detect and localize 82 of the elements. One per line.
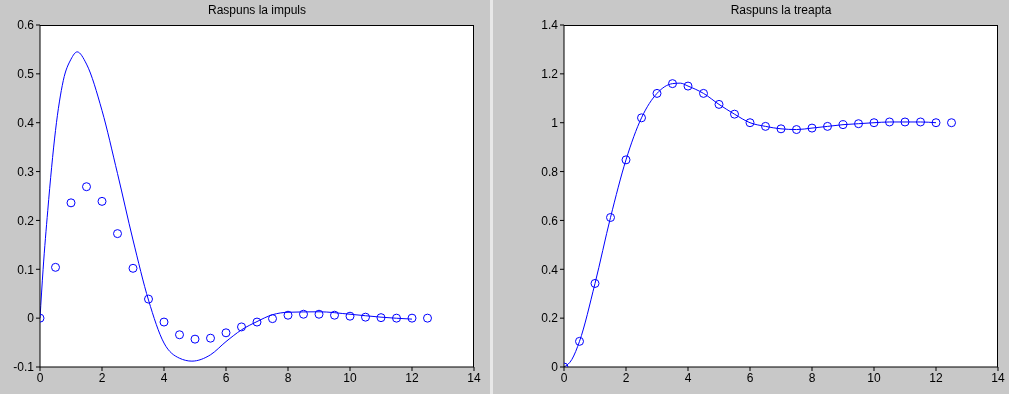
y-tick-label: 0.1 [17, 262, 35, 277]
point [823, 121, 832, 131]
point [128, 263, 138, 273]
y-tick-label: 1 [551, 115, 559, 130]
y-tick-label: 0.4 [541, 262, 559, 277]
point [792, 125, 801, 135]
point [885, 117, 894, 127]
x-tick-label: 4 [684, 370, 692, 385]
point [869, 118, 879, 128]
point [606, 213, 615, 222]
y-tick-label: 0.3 [17, 164, 35, 179]
y-tick-label: 0.4 [17, 115, 35, 130]
point [392, 313, 401, 323]
x-tick-label: 12 [929, 370, 943, 385]
point [668, 79, 677, 89]
point [82, 182, 91, 192]
point [714, 99, 724, 109]
point [683, 81, 693, 91]
point [252, 317, 262, 327]
x-tick-label: 10 [343, 370, 357, 385]
point [66, 198, 76, 208]
x-tick-label: 10 [867, 370, 881, 385]
point [900, 117, 910, 127]
x-tick-label: 2 [98, 370, 106, 385]
point [206, 333, 215, 343]
point [299, 309, 308, 319]
point [283, 310, 293, 320]
point [159, 317, 169, 327]
point [190, 334, 200, 344]
point [761, 121, 770, 131]
point [931, 118, 941, 128]
y-tick-label: 0 [27, 311, 35, 326]
point [621, 155, 631, 165]
y-tick-label: 0.6 [541, 213, 559, 228]
point [807, 123, 817, 133]
y-tick-label: -0.1 [13, 360, 35, 375]
x-tick-label: 14 [991, 370, 1005, 385]
y-tick-label: 0.8 [541, 164, 559, 179]
point [947, 118, 956, 128]
point [838, 120, 848, 130]
point [51, 262, 60, 272]
point [361, 312, 370, 322]
chart-title: Raspuns la impuls [206, 3, 307, 17]
x-tick-label: 14 [467, 370, 481, 385]
x-tick-label: 6 [222, 370, 230, 385]
y-tick-label: 0.5 [17, 67, 35, 82]
y-tick-label: 0 [551, 360, 559, 375]
point [637, 113, 646, 123]
y-tick-label: 0.2 [541, 311, 559, 326]
point [97, 196, 107, 206]
point [699, 88, 708, 98]
point [314, 309, 324, 319]
y-tick-label: 1.2 [541, 67, 559, 82]
point [916, 117, 925, 127]
point [730, 109, 739, 119]
chart-title: Raspuns la treapta [729, 3, 833, 17]
y-tick-label: 0.2 [17, 213, 35, 228]
y-tick-label: 0.6 [17, 18, 35, 33]
point [776, 124, 786, 134]
point [175, 330, 184, 340]
x-tick-label: 6 [746, 370, 754, 385]
x-tick-label: 12 [405, 370, 419, 385]
point [345, 311, 355, 321]
point [407, 313, 417, 323]
y-tick-label: 1.4 [541, 18, 559, 33]
point [745, 118, 755, 128]
point [590, 278, 600, 288]
point [376, 313, 386, 323]
point [113, 229, 122, 239]
x-tick-label: 8 [808, 370, 816, 385]
point [575, 336, 584, 346]
x-tick-label: 2 [622, 370, 630, 385]
x-tick-label: 8 [284, 370, 292, 385]
point [330, 310, 339, 320]
point [237, 322, 246, 332]
point [144, 294, 153, 304]
point [854, 119, 863, 129]
point [268, 314, 277, 324]
x-tick-label: 4 [160, 370, 168, 385]
point [423, 313, 432, 323]
point [652, 88, 662, 98]
point [221, 328, 231, 338]
